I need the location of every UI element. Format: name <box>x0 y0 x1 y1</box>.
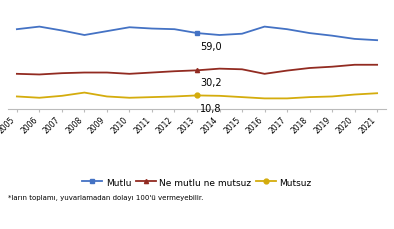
Ne mutlu ne mutsuz <box>262 73 267 76</box>
Mutlu <box>150 28 154 31</box>
Mutlu <box>82 35 87 37</box>
Mutlu <box>15 29 19 31</box>
Mutsuz <box>150 96 154 99</box>
Mutlu <box>127 27 132 30</box>
Ne mutlu ne mutsuz <box>285 70 290 73</box>
Line: Mutlu: Mutlu <box>15 25 379 43</box>
Ne mutlu ne mutsuz <box>150 72 154 75</box>
Mutlu <box>195 33 199 35</box>
Mutsuz <box>285 98 290 100</box>
Mutsuz <box>15 96 19 98</box>
Mutsuz <box>59 95 64 98</box>
Mutlu <box>104 31 109 33</box>
Mutsuz <box>330 96 335 98</box>
Line: Ne mutlu ne mutsuz: Ne mutlu ne mutsuz <box>15 63 379 77</box>
Mutlu <box>307 33 312 35</box>
Ne mutlu ne mutsuz <box>240 69 244 71</box>
Mutsuz <box>37 97 42 100</box>
Line: Mutsuz: Mutsuz <box>15 91 379 101</box>
Text: 30,2: 30,2 <box>201 78 222 88</box>
Mutlu <box>375 40 379 42</box>
Mutlu <box>330 35 335 38</box>
Mutsuz <box>217 95 222 98</box>
Ne mutlu ne mutsuz <box>195 70 199 72</box>
Mutsuz <box>375 93 379 95</box>
Mutsuz <box>172 96 177 98</box>
Mutsuz <box>82 92 87 95</box>
Mutsuz <box>240 96 244 99</box>
Mutsuz <box>352 94 357 96</box>
Legend: Mutlu, Ne mutlu ne mutsuz, Mutsuz: Mutlu, Ne mutlu ne mutsuz, Mutsuz <box>79 174 315 190</box>
Mutlu <box>262 26 267 29</box>
Ne mutlu ne mutsuz <box>375 64 379 67</box>
Text: 10,8: 10,8 <box>201 103 222 113</box>
Ne mutlu ne mutsuz <box>82 72 87 75</box>
Ne mutlu ne mutsuz <box>172 71 177 73</box>
Mutsuz <box>195 95 199 97</box>
Mutlu <box>352 38 357 41</box>
Ne mutlu ne mutsuz <box>104 72 109 75</box>
Mutsuz <box>262 98 267 100</box>
Text: *ların toplamı, yuvarlamadan dolayı 100'ü vermeyebilir.: *ların toplamı, yuvarlamadan dolayı 100'… <box>8 194 203 200</box>
Mutsuz <box>307 96 312 99</box>
Mutlu <box>285 29 290 31</box>
Mutlu <box>59 30 64 33</box>
Ne mutlu ne mutsuz <box>330 66 335 69</box>
Ne mutlu ne mutsuz <box>127 73 132 76</box>
Mutlu <box>172 29 177 31</box>
Mutlu <box>37 26 42 29</box>
Ne mutlu ne mutsuz <box>307 67 312 70</box>
Ne mutlu ne mutsuz <box>15 73 19 76</box>
Text: 59,0: 59,0 <box>201 42 222 52</box>
Ne mutlu ne mutsuz <box>37 74 42 76</box>
Ne mutlu ne mutsuz <box>352 64 357 67</box>
Mutsuz <box>104 96 109 98</box>
Mutlu <box>240 33 244 36</box>
Mutlu <box>217 35 222 37</box>
Ne mutlu ne mutsuz <box>59 72 64 75</box>
Ne mutlu ne mutsuz <box>217 68 222 71</box>
Mutsuz <box>127 97 132 100</box>
